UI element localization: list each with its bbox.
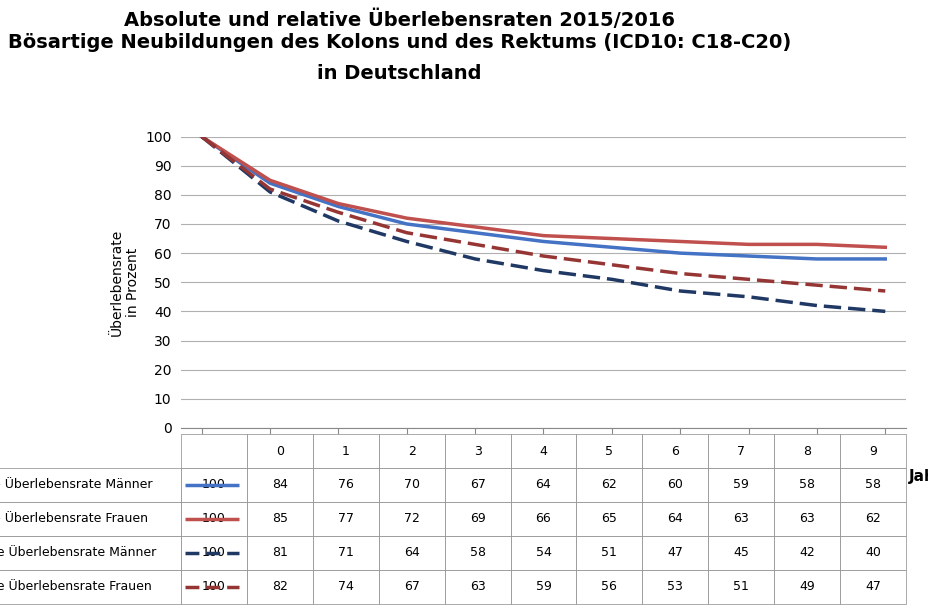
Text: Absolute und relative Überlebensraten 2015/2016: Absolute und relative Überlebensraten 20… — [123, 9, 675, 30]
Text: Bösartige Neubildungen des Kolons und des Rektums (ICD10: C18-C20): Bösartige Neubildungen des Kolons und de… — [7, 33, 791, 52]
Text: in Deutschland: in Deutschland — [316, 64, 482, 83]
Y-axis label: Überlebensrate
in Prozent: Überlebensrate in Prozent — [110, 229, 139, 336]
Text: Jahre: Jahre — [909, 469, 928, 484]
